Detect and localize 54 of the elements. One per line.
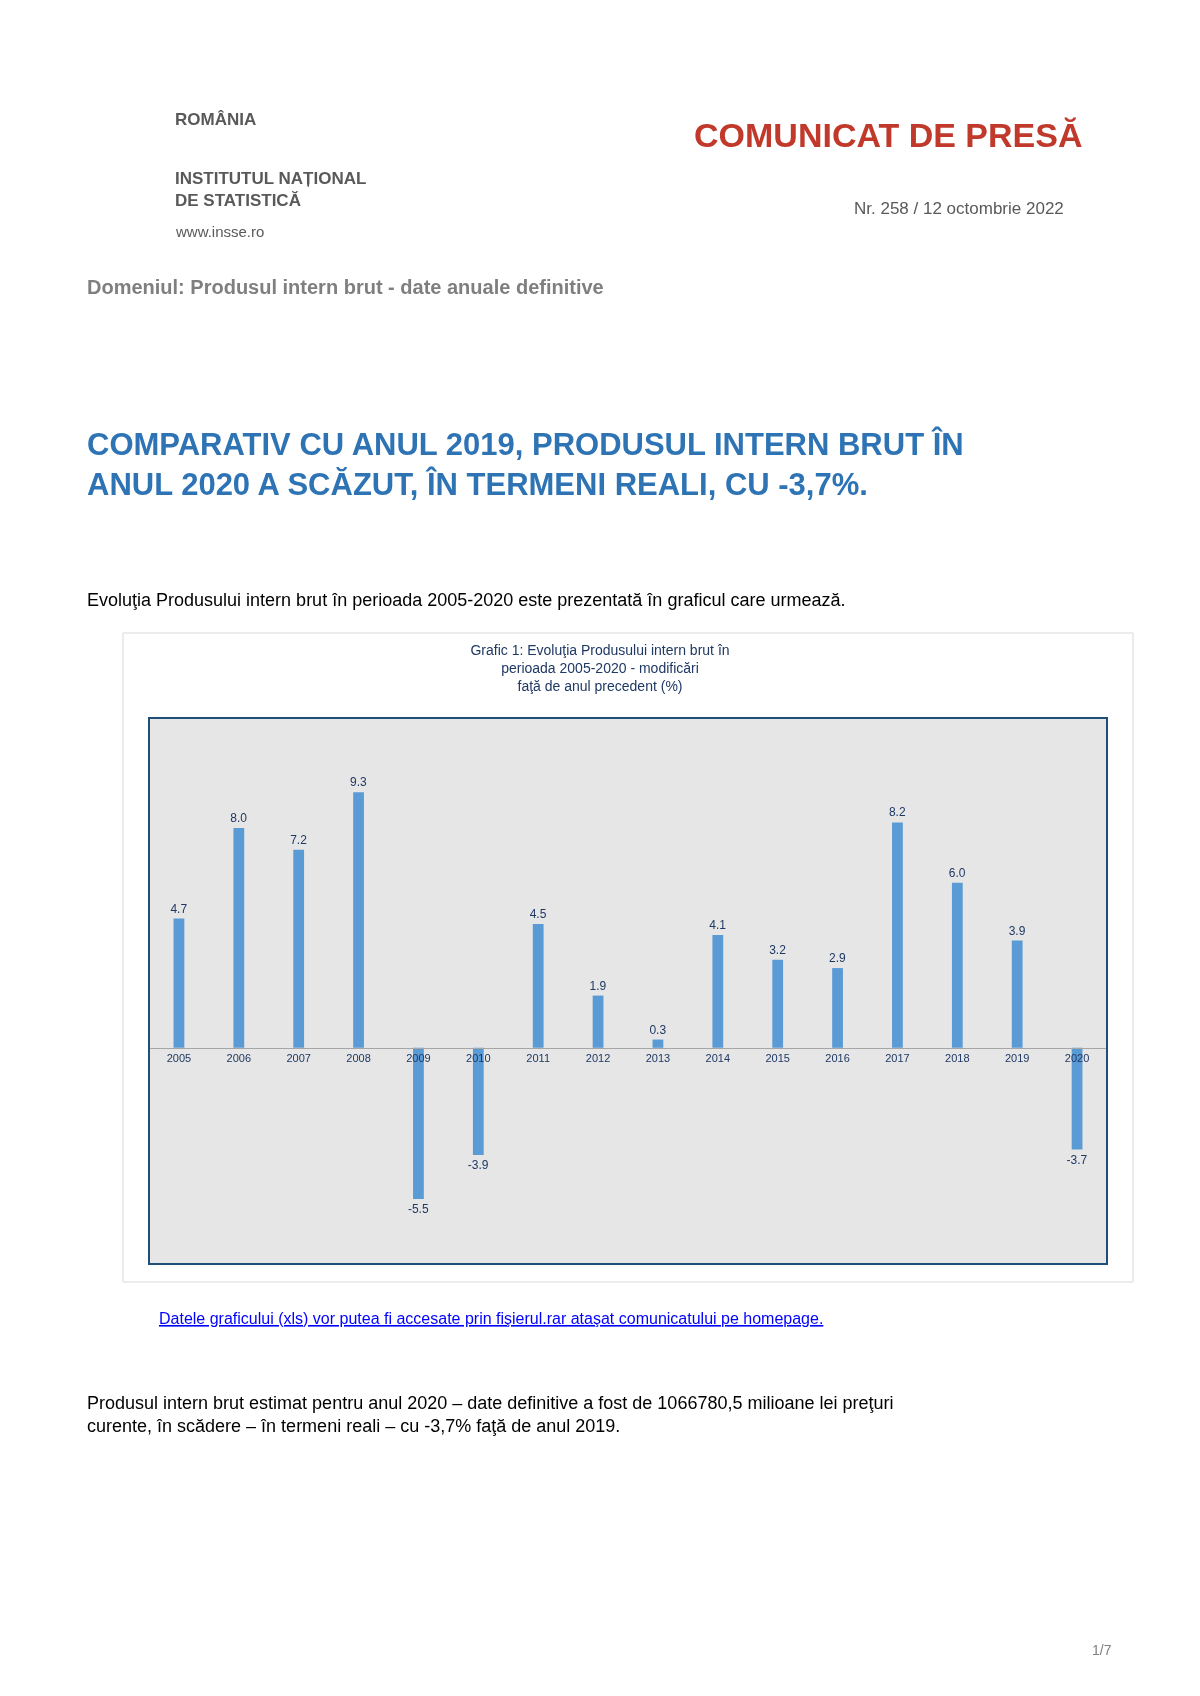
chart-title: Grafic 1: Evoluţia Produsului intern brut în perioada 2005-2020 - modificări faţă de anul precedent (%) xyxy=(470,642,730,695)
text: Datele graficului (xls) vor putea fi accesate prin fişierul.rar ataşat comunicatului pe homepage. xyxy=(159,1310,824,1327)
text: Evoluţia Produsului intern brut în perioada 2005-2020 este prezentată în graficul care urmează. xyxy=(87,590,846,610)
data-label: 0.3 xyxy=(649,1022,667,1037)
x-tick-label: 2018 xyxy=(945,1051,970,1064)
data-label: 4.7 xyxy=(170,901,188,916)
bar xyxy=(1011,940,1023,1048)
x-tick-label: 2007 xyxy=(286,1051,311,1064)
data-label: -3.9 xyxy=(467,1158,489,1172)
data-label: 9.3 xyxy=(350,775,368,790)
x-tick-label: 2016 xyxy=(825,1051,850,1064)
text: Nr. 258 / 12 octombrie 2022 xyxy=(854,199,1064,218)
x-tick-label: 2005 xyxy=(166,1051,192,1064)
data-label: 3.9 xyxy=(1008,923,1026,938)
data-label: 1.9 xyxy=(589,978,607,993)
text: COMUNICAT DE PRESĂ xyxy=(694,116,1083,154)
text: 1/7 xyxy=(1092,1642,1112,1658)
bar xyxy=(832,968,843,1048)
x-tick-label: 2011 xyxy=(526,1051,551,1064)
x-tick-label: 2008 xyxy=(346,1051,371,1064)
x-tick-label: 2012 xyxy=(585,1051,611,1064)
data-label: 3.2 xyxy=(769,942,787,957)
data-label: -5.5 xyxy=(407,1201,429,1216)
bar xyxy=(233,827,245,1048)
text: COMPARATIV CU ANUL 2019, PRODUSUL INTERN BRUT ÎN ANUL 2020 A SCĂZUT, ÎN TERMENI REALI, CU -3,7%. xyxy=(87,426,964,503)
bar xyxy=(712,935,724,1048)
bar xyxy=(353,792,364,1048)
x-tick-label: 2013 xyxy=(645,1051,671,1064)
bar xyxy=(652,1039,664,1048)
data-label: 8.0 xyxy=(230,810,248,825)
data-label: 7.2 xyxy=(290,832,308,847)
x-tick-label: 2019 xyxy=(1004,1051,1030,1064)
text: Domeniul: Produsul intern brut - date anuale definitive xyxy=(87,276,604,298)
x-tick-label: 2014 xyxy=(705,1051,731,1064)
x-tick-label: 2017 xyxy=(885,1051,910,1064)
data-label: 2.9 xyxy=(829,951,847,966)
bar xyxy=(772,959,784,1048)
bar xyxy=(532,924,544,1048)
text: ROMÂNIA xyxy=(175,110,257,129)
x-tick-label: 2006 xyxy=(226,1051,252,1064)
text: INSTITUTUL NAȚIONAL DE STATISTICĂ xyxy=(175,169,367,211)
bar xyxy=(293,849,305,1048)
text: Produsul intern brut estimat pentru anul 2020 – date definitive a fost de 1066780,5 milioane lei preţuri curente, în scădere – în termeni reali – cu -3,7% faţă de anul 2019. xyxy=(87,1393,894,1437)
data-label: 4.5 xyxy=(529,907,547,922)
bar xyxy=(173,918,185,1048)
data-label: 8.2 xyxy=(888,805,906,820)
x-tick-label: 2015 xyxy=(765,1051,790,1064)
data-label: 4.1 xyxy=(709,918,727,933)
data-label: -3.7 xyxy=(1066,1152,1088,1167)
text: www.insse.ro xyxy=(175,223,265,240)
data-label: 6.0 xyxy=(948,865,966,880)
bar xyxy=(951,882,963,1048)
bar xyxy=(592,995,604,1048)
bar xyxy=(892,822,903,1048)
